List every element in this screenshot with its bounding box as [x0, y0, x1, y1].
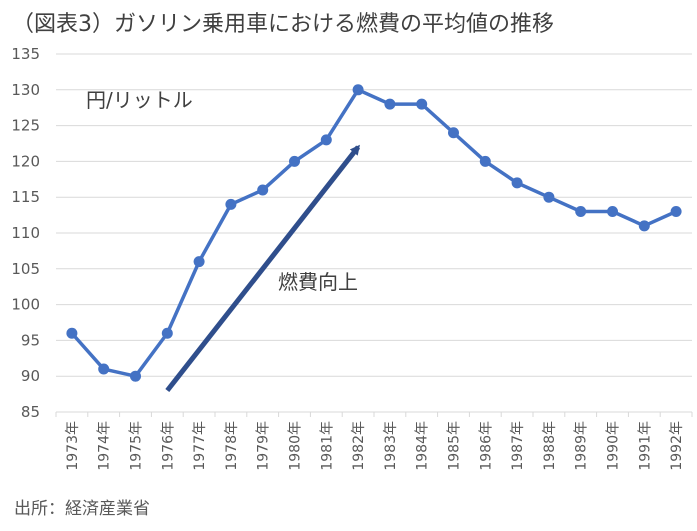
x-tick-label: 1975年: [129, 421, 145, 471]
x-tick-label: 1983年: [383, 421, 399, 471]
x-tick-label: 1989年: [574, 421, 590, 471]
data-point: [257, 184, 269, 196]
data-point: [638, 220, 650, 232]
data-point: [511, 177, 523, 189]
chart-title: （図表3）ガソリン乗用車における燃費の平均値の推移: [12, 12, 554, 37]
data-point: [448, 127, 459, 139]
y-tick-label: 90: [21, 367, 40, 385]
x-tick-label: 1984年: [415, 421, 431, 471]
x-tick-label: 1992年: [669, 421, 685, 471]
annotation-label: 燃費向上: [278, 270, 358, 294]
x-tick-label: 1986年: [478, 421, 494, 471]
x-tick-label: 1974年: [97, 421, 113, 471]
y-tick-label: 115: [11, 188, 40, 206]
data-point: [575, 206, 587, 218]
x-tick-label: 1988年: [542, 421, 558, 471]
data-point: [352, 84, 364, 96]
data-point: [479, 155, 491, 167]
x-tick-label: 1982年: [351, 421, 367, 471]
y-tick-label: 105: [11, 260, 40, 278]
series-line: [70, 88, 677, 378]
y-tick-label: 135: [11, 45, 40, 63]
y-tick-label: 95: [21, 331, 40, 349]
source-note: 出所：経済産業省: [14, 499, 150, 519]
x-tick-label: 1980年: [288, 421, 304, 471]
x-tick-label: 1976年: [160, 421, 176, 471]
data-point: [607, 206, 618, 218]
data-point: [193, 256, 205, 268]
data-point: [225, 198, 237, 210]
data-point: [320, 134, 332, 146]
x-tick-label: 1991年: [637, 421, 653, 471]
x-tick-label: 1987年: [510, 421, 526, 471]
x-tick-label: 1973年: [65, 421, 81, 471]
data-point: [130, 370, 141, 382]
x-tick-label: 1977年: [192, 421, 208, 471]
y-tick-label: 85: [21, 403, 40, 421]
data-point: [670, 206, 682, 218]
data-point: [98, 363, 110, 375]
y-tick-label: 120: [11, 152, 40, 170]
trend-arrow: [165, 144, 361, 393]
x-tick-label: 1990年: [606, 421, 622, 471]
y-tick-label: 100: [11, 296, 40, 314]
y-tick-label: 130: [11, 81, 40, 99]
y-tick-label: 125: [11, 117, 40, 135]
x-tick-label: 1985年: [447, 421, 463, 471]
x-tick-label: 1981年: [319, 421, 335, 471]
data-point: [66, 327, 78, 339]
data-point: [543, 191, 555, 203]
y-axis-unit-label: 円/リットル: [86, 88, 193, 112]
data-point: [384, 98, 396, 110]
data-point: [416, 98, 428, 110]
data-point: [289, 155, 300, 167]
data-point: [161, 327, 173, 339]
y-tick-label: 110: [11, 224, 40, 242]
x-tick-label: 1979年: [256, 421, 272, 471]
x-tick-label: 1978年: [224, 421, 240, 471]
